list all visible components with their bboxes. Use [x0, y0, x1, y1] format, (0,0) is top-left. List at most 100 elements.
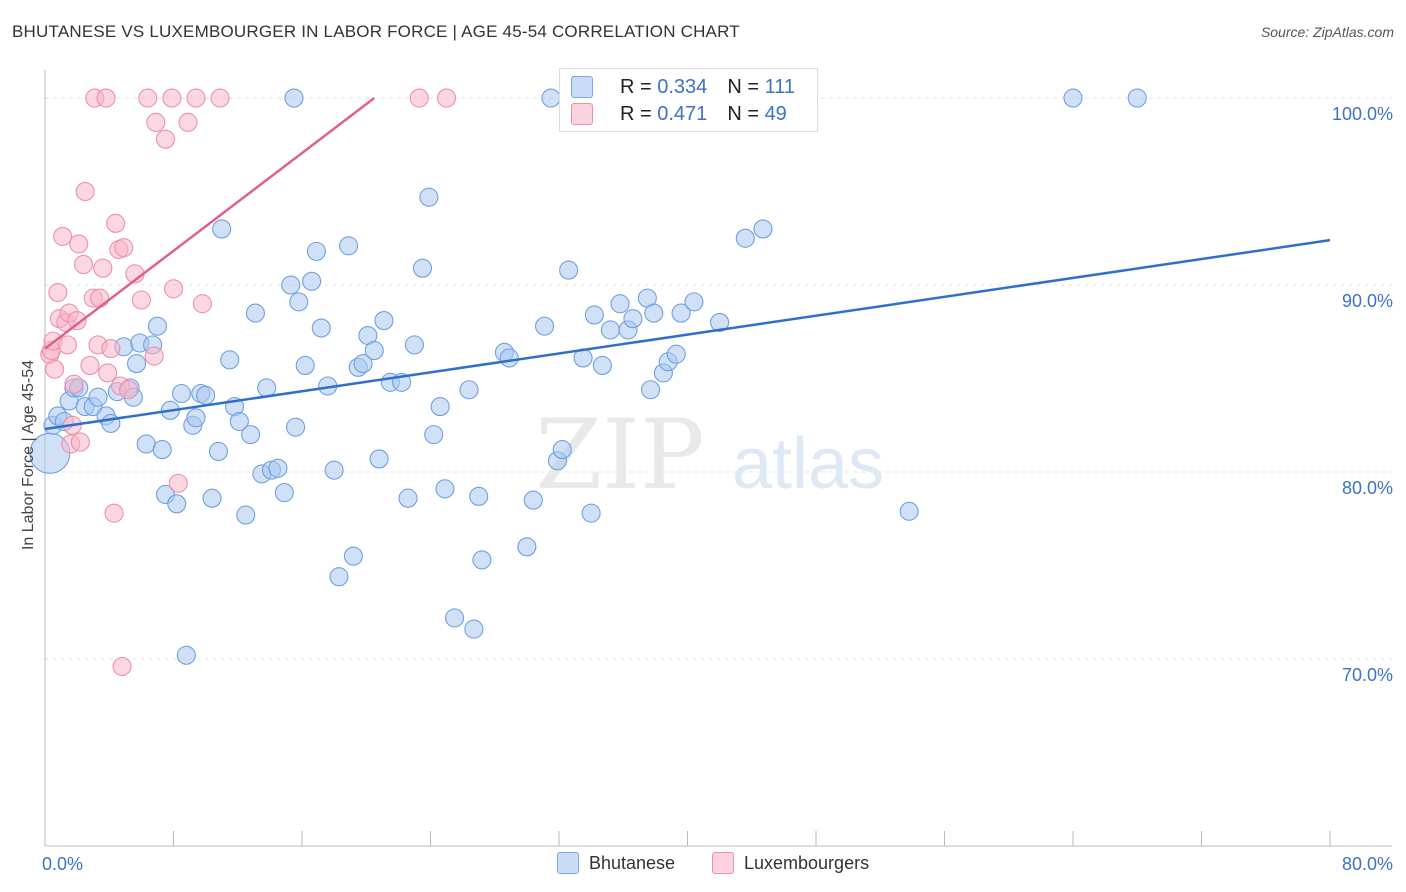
data-point — [710, 312, 730, 332]
data-point — [459, 380, 479, 400]
data-point — [93, 258, 113, 278]
data-point — [412, 258, 433, 278]
data-point — [666, 344, 686, 364]
watermark-atlas: atlas — [732, 424, 884, 504]
data-point — [534, 316, 555, 336]
data-point — [523, 490, 543, 510]
data-point — [212, 219, 232, 239]
data-point — [369, 449, 389, 469]
data-point — [899, 501, 919, 521]
data-point — [210, 88, 230, 108]
data-point — [284, 88, 304, 108]
legend-row-luxembourgers: R = 0.471 N = 49 — [571, 101, 787, 127]
data-point — [445, 608, 465, 628]
data-point — [74, 254, 94, 275]
data-point — [353, 354, 373, 374]
data-point — [98, 363, 118, 383]
zipatlas-watermark: ZIP atlas — [535, 399, 884, 511]
data-point — [684, 292, 704, 312]
data-point — [45, 359, 65, 379]
data-point — [472, 550, 492, 570]
data-point — [281, 275, 301, 295]
data-point — [176, 645, 196, 665]
data-point — [1127, 88, 1147, 108]
data-point — [80, 355, 100, 375]
data-point — [735, 228, 755, 248]
legend-n-value: 49 — [764, 102, 787, 125]
data-point — [623, 309, 643, 329]
data-point — [404, 335, 424, 355]
data-point — [147, 316, 167, 336]
data-point — [138, 88, 158, 108]
data-point — [324, 460, 344, 480]
data-point — [88, 387, 108, 407]
data-point — [101, 339, 121, 359]
data-point — [541, 88, 561, 108]
data-point — [155, 129, 176, 149]
legend-r-value: 0.334 — [657, 75, 708, 98]
data-point — [311, 318, 331, 338]
data-point — [289, 292, 309, 312]
chart-title: BHUTANESE VS LUXEMBOURGER IN LABOR FORCE… — [12, 22, 740, 41]
series-swatch-bhutanese — [557, 852, 579, 874]
data-point — [186, 88, 206, 108]
data-point — [57, 335, 78, 355]
data-point — [339, 236, 359, 256]
data-point — [167, 494, 187, 514]
data-point — [118, 380, 139, 400]
series-bhutanese — [29, 88, 1147, 665]
data-point — [552, 440, 572, 460]
data-point — [236, 505, 256, 525]
data-point — [70, 432, 90, 452]
data-point — [753, 219, 773, 239]
data-point — [581, 503, 601, 523]
series-legend-bhutanese[interactable]: Bhutanese — [557, 852, 675, 874]
data-point — [171, 383, 192, 404]
data-point — [146, 112, 166, 132]
data-point — [178, 112, 198, 132]
data-point — [268, 458, 288, 478]
data-point — [559, 260, 579, 280]
data-point — [163, 279, 184, 299]
data-point — [464, 619, 484, 639]
data-point — [343, 546, 363, 566]
series-legend-luxembourgers[interactable]: Luxembourgers — [712, 852, 869, 874]
data-point — [112, 656, 132, 677]
data-point — [329, 567, 349, 587]
y-tick-label: 80.0% — [1342, 478, 1393, 498]
data-point — [96, 88, 116, 108]
data-point — [584, 305, 604, 325]
data-point — [90, 288, 110, 308]
data-point — [144, 346, 164, 366]
x-tick-label: 0.0% — [42, 854, 83, 874]
data-point — [75, 181, 95, 202]
data-point — [430, 397, 450, 417]
data-point — [127, 354, 147, 374]
data-point — [48, 282, 68, 303]
data-point — [424, 425, 444, 445]
data-point — [114, 238, 134, 258]
data-point — [364, 340, 384, 361]
legend-r-value: 0.471 — [657, 102, 708, 125]
data-point — [202, 488, 222, 508]
data-point — [69, 234, 89, 254]
data-point — [398, 488, 418, 508]
gridlines — [45, 97, 1392, 660]
series-label-bhutanese: Bhutanese — [589, 852, 676, 873]
legend-n-value: 111 — [764, 75, 795, 98]
x-tick-label: 80.0% — [1342, 854, 1393, 874]
legend-n-label: N = — [727, 102, 765, 125]
data-point — [592, 355, 612, 375]
trend-line-bhutanese — [44, 238, 1331, 431]
data-point — [152, 440, 172, 460]
data-point — [306, 241, 327, 261]
data-point — [274, 483, 294, 503]
data-point — [196, 385, 216, 405]
legend-swatch-luxembourgers — [571, 103, 593, 125]
data-point — [229, 411, 249, 432]
data-point — [136, 434, 156, 454]
data-point — [435, 479, 455, 499]
series-label-luxembourgers: Luxembourgers — [744, 852, 870, 873]
legend-r-label: R = — [620, 102, 658, 125]
data-point — [641, 380, 661, 400]
